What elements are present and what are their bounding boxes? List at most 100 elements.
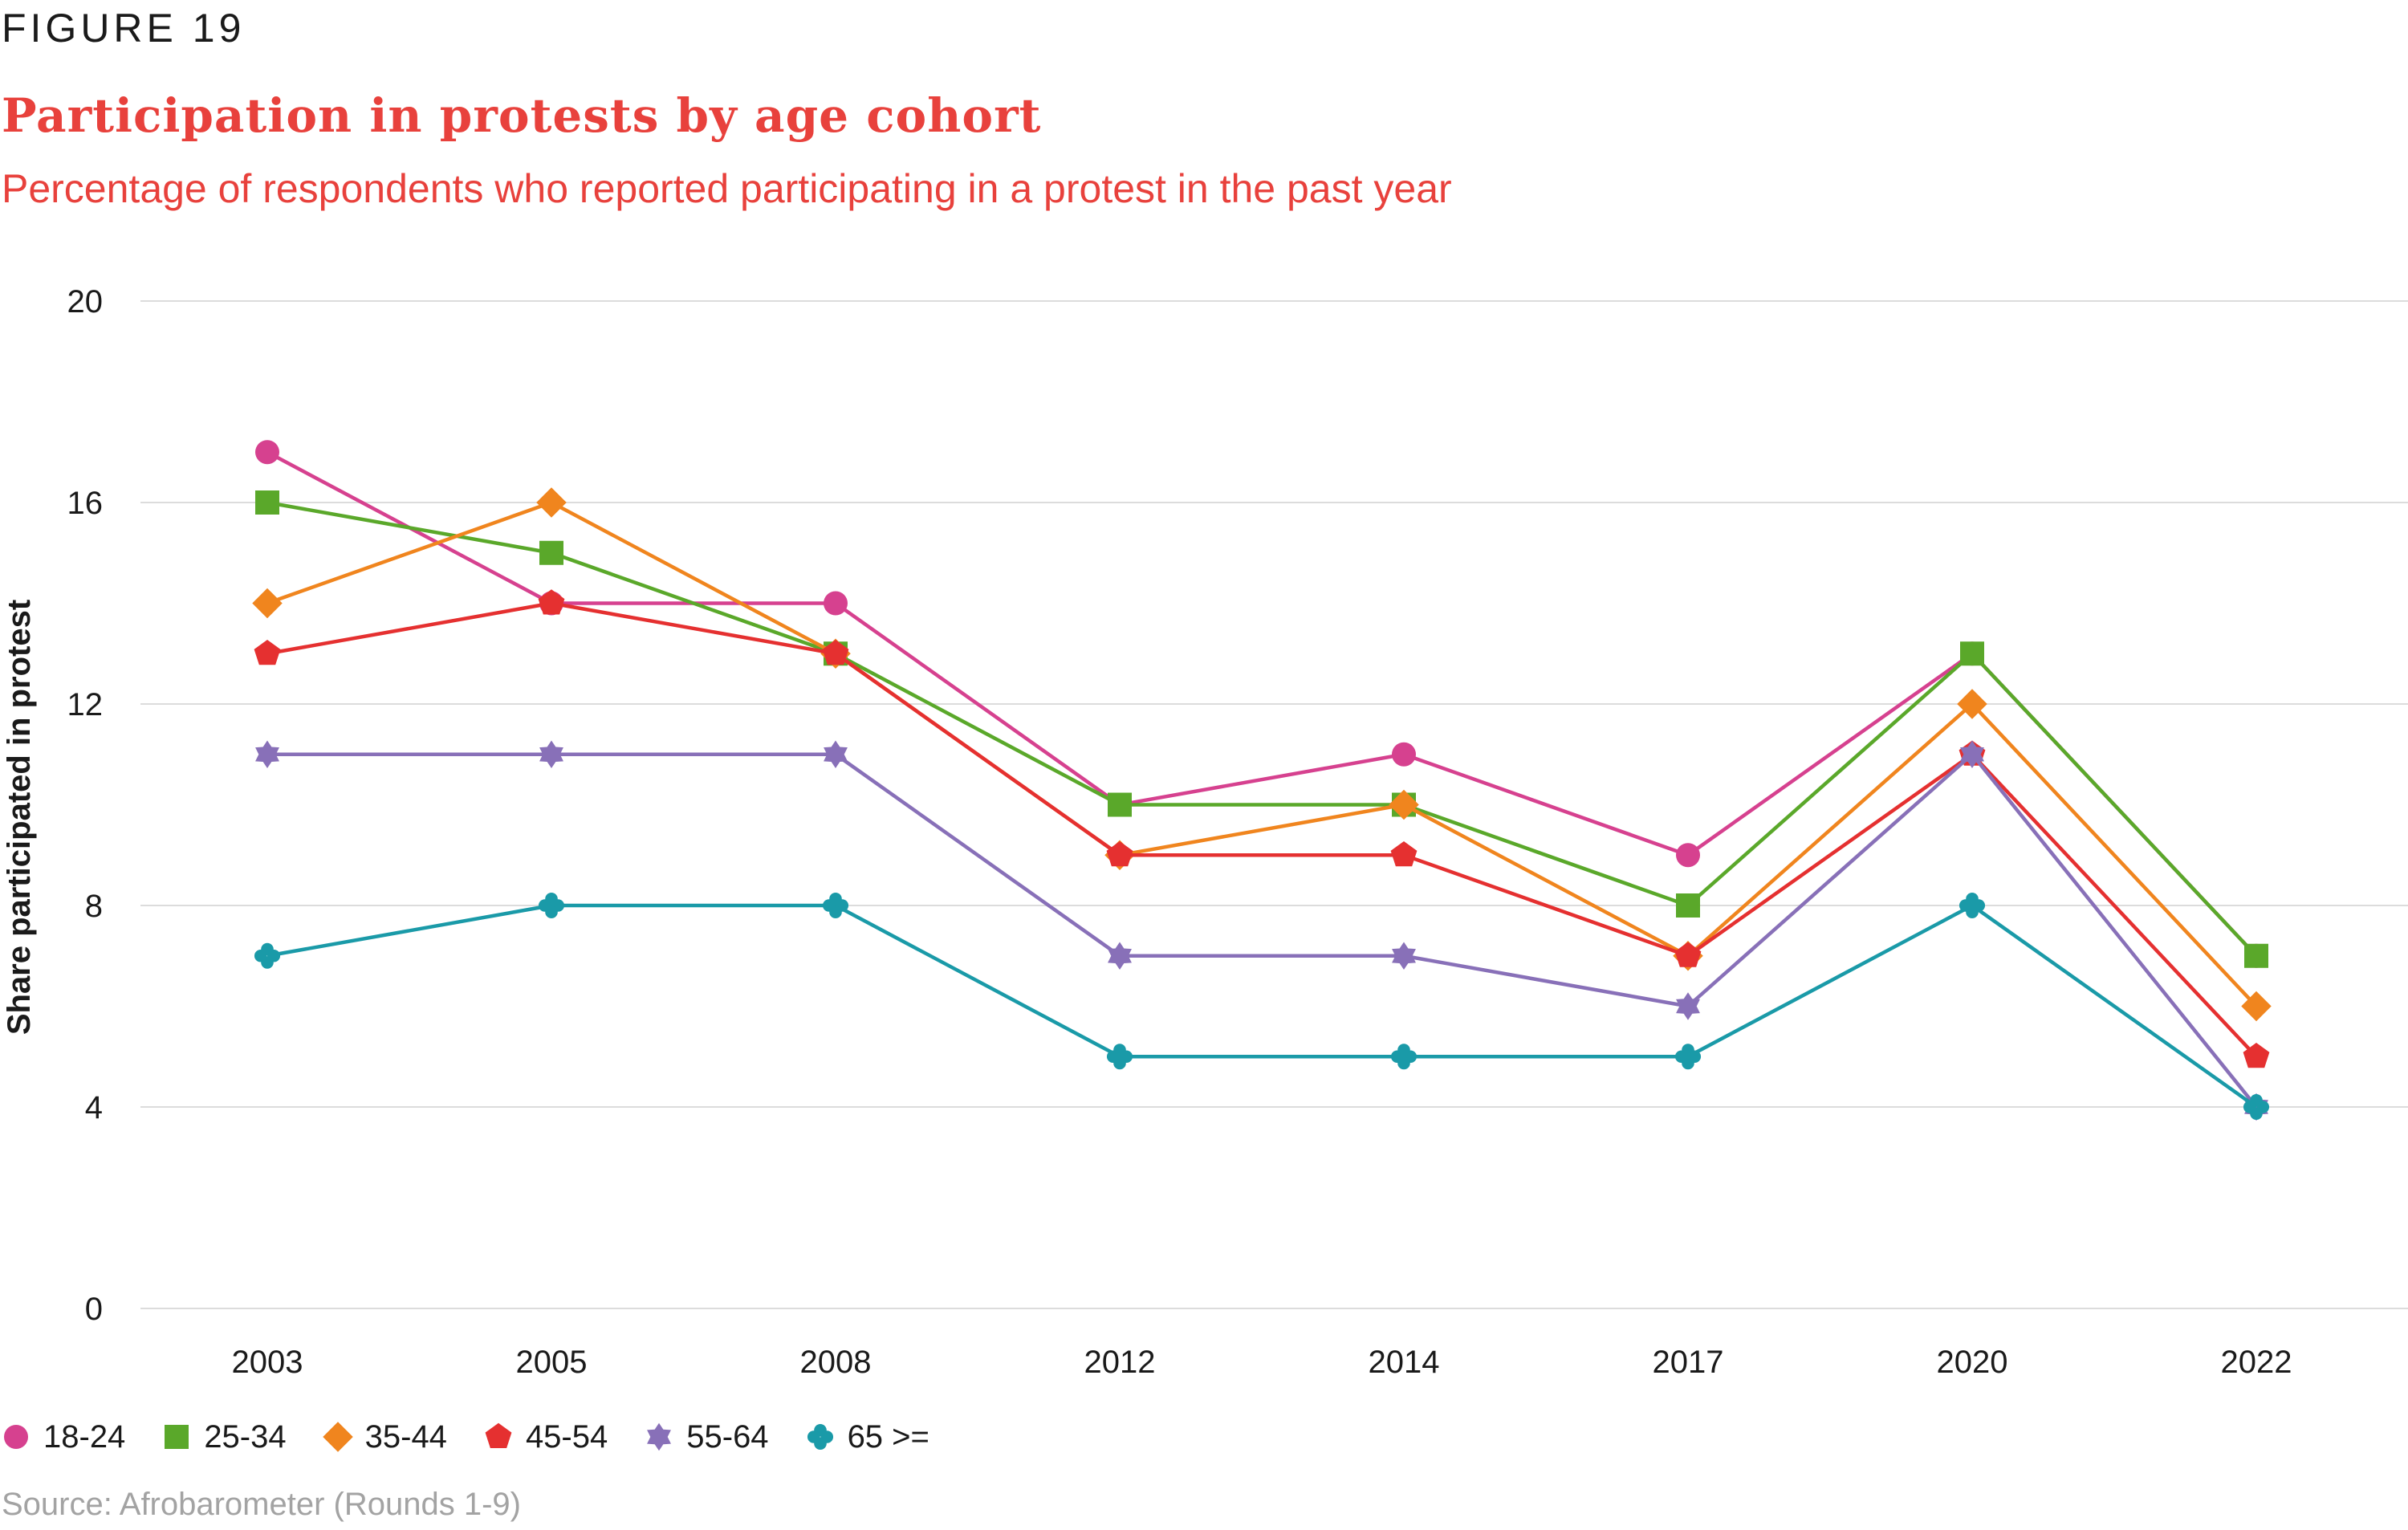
data-point — [2241, 991, 2272, 1022]
data-point — [1960, 740, 1984, 768]
data-point — [1676, 992, 1700, 1020]
x-tick-label: 2003 — [232, 1345, 303, 1380]
data-point — [255, 490, 279, 515]
series-55-64 — [255, 740, 2268, 1121]
data-point — [1108, 942, 1132, 970]
legend-item: 55-64 — [643, 1418, 769, 1455]
legend-marker-icon — [4, 1425, 28, 1449]
data-point — [1674, 1044, 1702, 1070]
x-tick-label: 2014 — [1369, 1345, 1440, 1380]
marker-petal — [538, 899, 551, 912]
legend-marker — [322, 1422, 353, 1452]
legend-item: 65 >= — [804, 1419, 929, 1455]
legend-marker — [165, 1425, 189, 1449]
data-point — [538, 892, 565, 919]
legend-marker-icon — [807, 1423, 833, 1451]
legend-label: 45-54 — [525, 1418, 608, 1455]
legend-item: 35-44 — [322, 1419, 447, 1455]
series-45-54 — [254, 589, 2270, 1068]
marker-petal — [1390, 1050, 1404, 1064]
data-point — [2243, 1043, 2270, 1068]
y-tick-label: 8 — [85, 889, 103, 924]
legend-label: 18-24 — [43, 1418, 126, 1455]
x-tick-label: 2012 — [1084, 1345, 1156, 1380]
data-point — [538, 589, 565, 615]
legend-item: 45-54 — [482, 1419, 608, 1455]
legend-item: 18-24 — [0, 1419, 125, 1455]
y-tick-label: 20 — [67, 284, 104, 319]
data-point — [822, 892, 849, 919]
legend-marker — [4, 1425, 28, 1449]
data-point — [1674, 942, 1702, 967]
legend-label: 55-64 — [686, 1418, 769, 1455]
x-tick-label: 2022 — [2221, 1345, 2292, 1380]
data-point — [254, 942, 281, 969]
legend-label: 35-44 — [364, 1418, 447, 1455]
data-point — [1676, 893, 1700, 918]
data-point — [1392, 942, 1416, 970]
data-point — [2244, 943, 2268, 968]
data-point — [824, 591, 848, 616]
data-point — [1959, 892, 1986, 919]
data-point — [1106, 841, 1133, 867]
series-line — [266, 601, 2258, 1058]
data-point — [536, 487, 567, 518]
data-point — [2243, 1093, 2270, 1121]
marker-petal — [822, 899, 836, 912]
chart-subtitle: Percentage of respondents who reported p… — [2, 166, 1452, 211]
marker-petal — [1106, 1050, 1120, 1064]
source-note: Source: Afrobarometer (Rounds 1-9) — [2, 1487, 521, 1522]
data-point — [1108, 792, 1132, 817]
series-line — [267, 752, 2258, 1109]
series-line — [266, 500, 2258, 1008]
legend-marker-icon — [165, 1425, 189, 1449]
data-point — [824, 740, 848, 768]
marker-petal — [2243, 1101, 2256, 1113]
data-point — [1957, 689, 1987, 719]
legend-item: 25-34 — [161, 1418, 287, 1455]
data-point — [1676, 843, 1700, 868]
marker-petal — [1959, 899, 1972, 912]
data-point — [1392, 742, 1416, 767]
y-tick-label: 4 — [85, 1090, 103, 1125]
series-line — [266, 500, 2258, 958]
x-tick-label: 2005 — [516, 1345, 588, 1380]
y-axis-label: Share participated in protest — [2, 600, 37, 1035]
series-25-34 — [255, 490, 2268, 968]
legend-marker-icon — [485, 1422, 512, 1448]
legend-marker — [485, 1422, 512, 1448]
legend-marker — [807, 1423, 833, 1451]
x-tick-label: 2017 — [1653, 1345, 1724, 1380]
figure-label: FIGURE 19 — [2, 6, 246, 51]
data-point — [539, 740, 563, 768]
series-line — [266, 450, 2258, 958]
legend-marker — [647, 1422, 672, 1451]
data-point — [255, 740, 279, 768]
data-point — [1106, 1044, 1133, 1070]
data-point — [1389, 789, 1419, 820]
marker-petal — [254, 949, 267, 962]
legend-marker-icon — [647, 1422, 672, 1451]
chart-legend: 18-24 25-34 35-44 45-54 55-64 65 >= — [0, 1414, 965, 1459]
data-point — [1960, 641, 1984, 666]
data-point — [539, 540, 563, 565]
data-point — [822, 640, 849, 665]
data-point — [255, 440, 279, 465]
marker-petal — [807, 1430, 820, 1443]
x-tick-label: 2020 — [1937, 1345, 2008, 1380]
data-point — [254, 640, 281, 665]
data-point — [1390, 841, 1418, 867]
y-tick-label: 0 — [85, 1292, 103, 1327]
y-tick-label: 16 — [67, 486, 104, 521]
marker-petal — [1674, 1050, 1688, 1064]
series-line — [266, 903, 2258, 1109]
y-tick-label: 12 — [67, 687, 104, 722]
data-point — [1390, 1044, 1418, 1070]
data-point — [252, 588, 283, 619]
chart-title: Participation in protests by age cohort — [2, 88, 1042, 143]
legend-label: 25-34 — [204, 1418, 287, 1455]
legend-label: 65 >= — [847, 1418, 929, 1455]
line-chart: 0 4 8 12 16 20 2003 2005 2008 2012 2014 2017 2020 202… — [2, 284, 2408, 1380]
x-tick-label: 2008 — [800, 1345, 872, 1380]
series-65 — [254, 892, 2270, 1121]
